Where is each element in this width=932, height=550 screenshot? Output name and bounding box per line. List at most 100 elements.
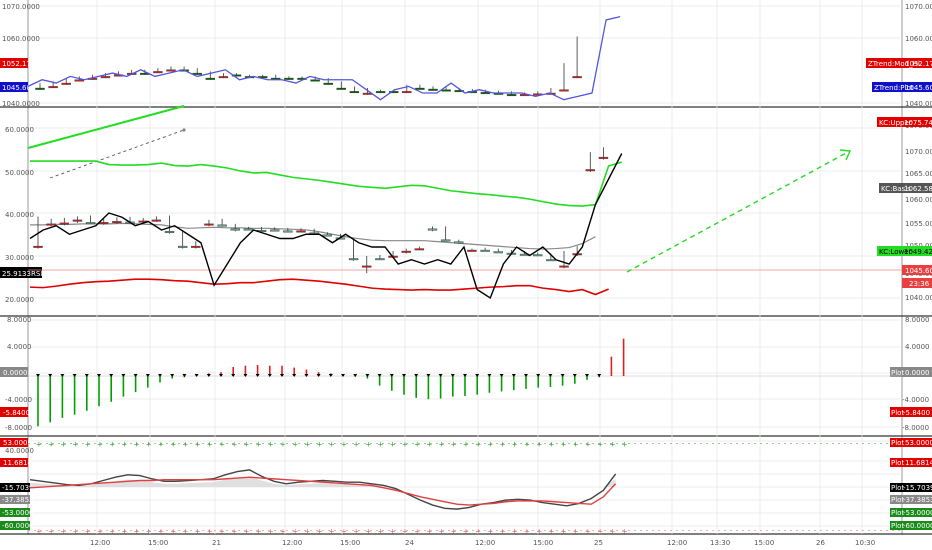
osc-upper-marker: + [292, 527, 298, 535]
main-candle [467, 249, 477, 252]
osc-upper-marker: + [195, 527, 201, 535]
top-rtick-3: 1040.0000 [905, 100, 932, 108]
top-candle [166, 69, 176, 72]
price-rtick-1070: 1070.0000 [905, 148, 932, 156]
hist-rzero-val: 0.0000 [905, 369, 930, 377]
osc-lower-marker: + [390, 441, 396, 449]
top-candle [349, 91, 360, 94]
top-candle [310, 79, 320, 82]
projection-arrow[interactable] [626, 151, 849, 273]
hist-marker [36, 374, 40, 377]
hist-marker [475, 374, 480, 377]
time-label: 12:00 [90, 539, 110, 547]
osc-rv5-name: Plot [891, 509, 904, 517]
hist-marker [292, 374, 297, 377]
osc-upper-marker: + [353, 527, 359, 535]
dashed-trendline-handle[interactable] [182, 128, 186, 132]
oscillator-pane[interactable]: 53.0000 40.0000 11.6814 -15.7039 -37.385… [0, 438, 932, 535]
time-label: 12:00 [475, 539, 495, 547]
main-candle [270, 229, 280, 232]
main-candle [99, 222, 109, 225]
top-candle [572, 76, 582, 79]
osc-dark-line [29, 469, 617, 510]
price-rtick-1065: 1065.0000 [905, 170, 932, 178]
osc-upper-marker: + [487, 527, 493, 535]
osc-rv3: -15.7039 [903, 484, 932, 492]
osc-upper-marker: + [158, 527, 164, 535]
top-ytick-2: 1060.0000 [2, 35, 40, 43]
hist-last-val: -5.8400 [3, 409, 30, 417]
osc-lower-marker: + [146, 441, 152, 449]
main-candle [533, 254, 543, 257]
osc-rv5-badge [890, 508, 932, 517]
hist-marker [194, 374, 199, 377]
hist-marker [304, 374, 309, 377]
main-candle [427, 228, 438, 231]
osc-lv4-badge [0, 495, 30, 504]
hist-marker [280, 374, 284, 377]
main-candle [493, 251, 503, 254]
osc-upper-marker: + [304, 527, 310, 535]
hist-rzero-badge [890, 367, 932, 377]
time-axis[interactable]: 12:00 15:00 21 12:00 15:00 24 12:00 15:0… [90, 539, 875, 547]
hist-rtick-8: 8.0000 [905, 316, 930, 324]
hist-marker [243, 374, 248, 377]
top-candle [284, 77, 294, 80]
osc-lv2: 11.6814 [3, 459, 32, 467]
osc-lower-marker: + [487, 441, 493, 449]
osc-upper-marker: + [597, 527, 603, 535]
hist-marker [548, 374, 553, 377]
rsi-value-badge [0, 267, 42, 278]
top-candle [323, 82, 333, 85]
green-trendline[interactable] [27, 105, 185, 149]
top-candle [61, 82, 71, 85]
osc-lower-marker: + [353, 441, 359, 449]
osc-upper-marker: + [524, 527, 530, 535]
osc-rv2-name: Plot [891, 459, 904, 467]
osc-upper-marker: + [73, 527, 79, 535]
hist-marker [487, 374, 492, 377]
osc-lower-marker: + [219, 441, 225, 449]
time-label: 26 [816, 539, 825, 547]
osc-shaded-area [30, 476, 616, 488]
osc-upper-marker: + [231, 527, 237, 535]
hist-rzero-name: Plot [891, 369, 904, 377]
hist-zero-val: 0.0000 [3, 369, 28, 377]
rsi-ytick-30: 30.0000 [5, 254, 34, 262]
main-candle [375, 258, 385, 261]
osc-lv3: -15.7039 [2, 484, 33, 492]
osc-lower-marker: + [524, 441, 530, 449]
time-label: 13:30 [710, 539, 730, 547]
top-candle [441, 89, 451, 92]
osc-lv6: -60.0000 [2, 522, 33, 530]
hist-marker [133, 374, 138, 377]
hist-marker [316, 374, 321, 377]
top-left-price2: 1045.6000 [2, 84, 40, 92]
osc-lower-marker: + [182, 441, 188, 449]
main-price-pane[interactable]: 60.0000 50.0000 40.0000 30.0000 20.0000 … [0, 105, 932, 304]
top-candle [48, 86, 58, 89]
top-ytick-3: 1040.0000 [2, 100, 40, 108]
osc-lower-marker: + [97, 441, 103, 449]
main-candle [296, 230, 306, 233]
main-candle [151, 219, 162, 222]
top-ytick-1: 1070.0000 [2, 3, 40, 11]
top-price-pane[interactable]: 1070.0000 1060.0000 1040.0000 1070.0000 … [0, 3, 932, 108]
last-price-badge [902, 265, 932, 275]
main-candle [598, 156, 609, 159]
kc-lower-name: KC:Lower [879, 248, 912, 256]
osc-upper-marker: + [451, 527, 457, 535]
kc-basis-line [30, 222, 596, 250]
histogram-pane[interactable]: 8.0000 4.0000 -4.0000 -8.0000 8.0000 4.0… [0, 316, 932, 432]
osc-upper-marker: + [548, 527, 554, 535]
grid-lines [28, 0, 902, 534]
top-candle [35, 87, 45, 90]
hist-marker [145, 374, 150, 377]
hist-marker [524, 374, 528, 377]
countdown-badge [902, 278, 932, 288]
hist-marker [450, 374, 455, 377]
kc-upper-name: KC:Upper [879, 119, 912, 127]
osc-upper-marker: + [585, 527, 591, 535]
